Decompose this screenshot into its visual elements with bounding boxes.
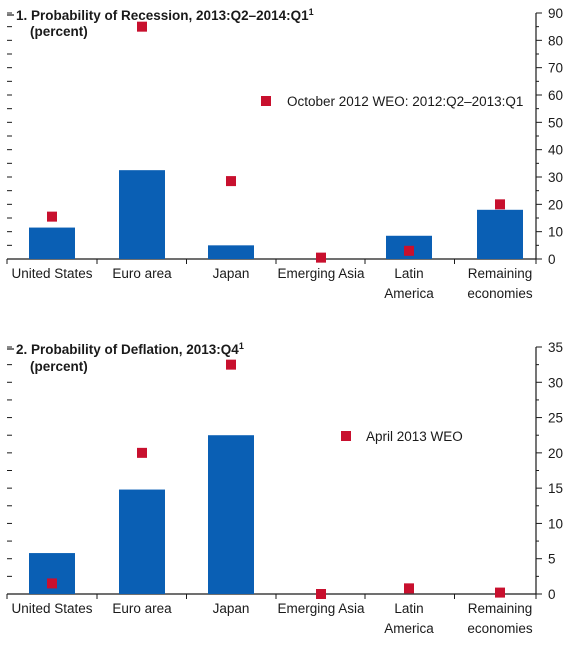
panel-1-axes: 0 10 20 30 40 50 60 70 80 90 [6,6,563,267]
panel-1-title: 1. Probability of Recession, 2013:Q2–201… [16,7,314,23]
panel-1-subtitle: (percent) [30,24,88,39]
y-tick-label: 0 [548,252,556,267]
bar [208,245,254,259]
marker-point [137,447,147,458]
panel-1-bars [29,170,523,259]
category-label: Latin America [384,266,434,301]
y-tick-label: 70 [548,61,563,76]
panel-2-markers [47,359,505,599]
panel-1-legend-label: October 2012 WEO: 2012:Q2–2013:Q1 [287,94,523,109]
category-label: Remaining economies [467,601,533,636]
bar [119,489,165,594]
category-label: United States [11,601,92,616]
y-tick-label: 35 [548,340,563,355]
panel-2-title: 2. Probability of Deflation, 2013:Q41 [16,341,244,357]
marker-point [226,176,236,187]
y-tick-label: 60 [548,88,563,103]
category-label: Euro area [112,601,172,616]
marker-point [47,211,57,222]
bar [29,227,75,259]
y-tick-label: 90 [548,6,563,21]
y-tick-label: 80 [548,33,563,48]
y-tick-label: 30 [548,170,563,185]
bar [477,209,523,259]
bar [119,170,165,259]
panel-2-subtitle: (percent) [30,359,88,374]
y-tick-label: 20 [548,446,563,461]
marker-point [404,245,414,256]
marker-point [316,252,326,263]
marker-point [137,21,147,32]
y-tick-label: 0 [548,587,556,602]
y-tick-label: 10 [548,516,563,531]
panel-1-markers [47,21,505,263]
category-label: Remaining economies [467,266,533,301]
category-label: Emerging Asia [277,601,365,616]
panel-2-legend: April 2013 WEO [341,429,463,444]
y-tick-label: 40 [548,143,563,158]
y-tick-label: 30 [548,375,563,390]
panel-recession: 1. Probability of Recession, 2013:Q2–201… [6,6,563,301]
panel-2-title-group: 2. Probability of Deflation, 2013:Q41 (p… [7,341,244,374]
y-tick-label: 10 [548,225,563,240]
category-label: Emerging Asia [277,266,365,281]
marker-point [404,583,414,594]
bar [208,435,254,594]
marker-point [226,359,236,370]
panel-1-legend-marker [261,96,271,106]
marker-point [495,199,505,210]
category-label: Latin America [384,601,434,636]
category-label: Japan [213,266,250,281]
y-tick-label: 25 [548,411,563,426]
category-label: United States [11,266,92,281]
panel-1-category-labels: United States Euro area Japan Emerging Asia… [11,266,532,301]
panel-1-legend: October 2012 WEO: 2012:Q2–2013:Q1 [261,94,523,109]
panel-2-legend-label: April 2013 WEO [366,429,463,444]
panel-2-axes: 0 5 10 15 20 25 30 35 [6,340,563,602]
marker-point [47,578,57,589]
panel-2-legend-marker [341,431,351,441]
panel-2-category-labels: United States Euro area Japan Emerging Asia… [11,601,532,636]
category-label: Japan [213,601,250,616]
y-tick-label: 20 [548,197,563,212]
y-tick-label: 5 [548,552,556,567]
marker-point [316,589,326,599]
marker-point [495,587,505,598]
category-label: Euro area [112,266,172,281]
panel-deflation: 2. Probability of Deflation, 2013:Q41 (p… [6,340,563,636]
y-tick-label: 50 [548,115,563,130]
y-tick-label: 15 [548,481,563,496]
panel-1-title-group: 1. Probability of Recession, 2013:Q2–201… [7,7,314,39]
panel-2-bars [29,435,254,594]
